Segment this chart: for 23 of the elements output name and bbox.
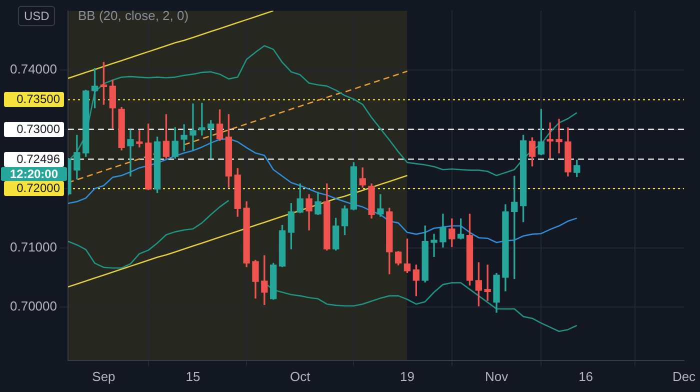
x-tick-label: Nov bbox=[484, 368, 509, 384]
x-tick-label: Sep bbox=[92, 368, 116, 384]
candlestick bbox=[190, 104, 196, 150]
y-tick-label: 0.74000 bbox=[10, 62, 57, 77]
chart-title: BB (20, close, 2, 0) bbox=[78, 8, 189, 23]
candlestick bbox=[430, 234, 438, 258]
text: 12:20:00 bbox=[1, 167, 67, 182]
ref-line-label: 0.72000 bbox=[4, 181, 64, 196]
y-axis-title: USD bbox=[18, 6, 56, 26]
x-tick-label: Dec bbox=[672, 368, 696, 384]
ref-line-label: 0.72496 bbox=[4, 152, 64, 167]
x-tick-label: 15 bbox=[186, 368, 200, 384]
x-tick-label: 19 bbox=[400, 368, 414, 384]
x-tick-label: 16 bbox=[578, 368, 594, 384]
y-tick-label: 0.70000 bbox=[10, 298, 57, 314]
candlestick bbox=[556, 118, 562, 154]
candlestick bbox=[136, 130, 143, 148]
candlestick bbox=[127, 130, 134, 176]
candlestick bbox=[180, 124, 188, 151]
ref-line-label: 0.73500 bbox=[4, 92, 64, 108]
y-tick-label: 0.71000 bbox=[10, 239, 57, 254]
ref-line-label: 0.73000 bbox=[4, 122, 64, 137]
x-tick-label: Oct bbox=[290, 368, 311, 384]
